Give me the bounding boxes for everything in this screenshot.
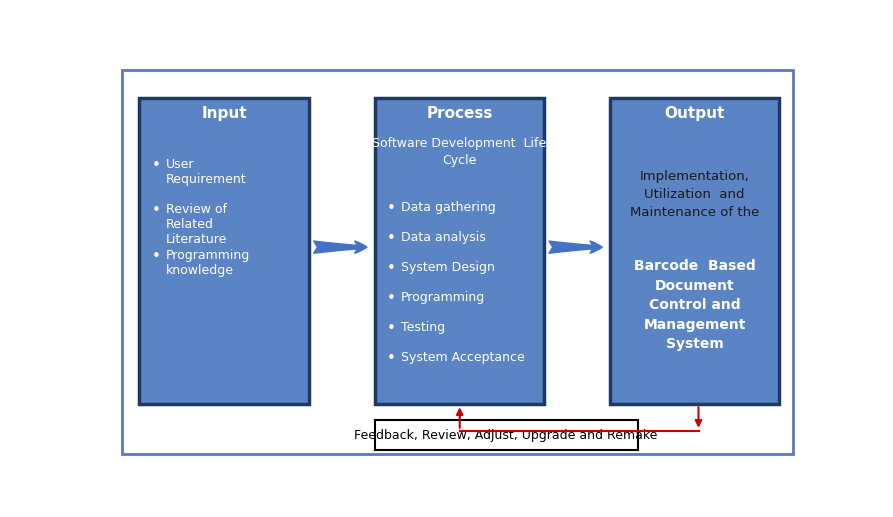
Text: •: • [152, 203, 161, 218]
FancyBboxPatch shape [139, 98, 309, 404]
Text: Barcode  Based
Document
Control and
Management
System: Barcode Based Document Control and Manag… [634, 259, 755, 351]
Text: System Design: System Design [401, 261, 495, 274]
Text: Process: Process [426, 107, 493, 121]
Text: Software Development  Life
Cycle: Software Development Life Cycle [372, 136, 547, 166]
Text: •: • [387, 351, 396, 366]
Text: Programming
knowledge: Programming knowledge [165, 249, 250, 277]
Text: •: • [152, 249, 161, 264]
Text: Review of
Related
Literature: Review of Related Literature [165, 203, 227, 247]
Text: System Acceptance: System Acceptance [401, 351, 525, 363]
Text: Feedback, Review, Adjust, Upgrade and Remake: Feedback, Review, Adjust, Upgrade and Re… [355, 429, 658, 442]
Text: •: • [387, 202, 396, 217]
Text: Output: Output [664, 107, 725, 121]
FancyBboxPatch shape [375, 420, 638, 450]
Text: •: • [387, 231, 396, 246]
FancyBboxPatch shape [122, 70, 793, 454]
Text: Input: Input [201, 107, 246, 121]
FancyBboxPatch shape [610, 98, 780, 404]
Text: Data analysis: Data analysis [401, 231, 486, 244]
Text: •: • [387, 291, 396, 306]
FancyBboxPatch shape [375, 98, 544, 404]
Text: •: • [152, 158, 161, 173]
Text: Programming: Programming [401, 291, 485, 304]
Text: Data gathering: Data gathering [401, 202, 496, 215]
Text: User
Requirement: User Requirement [165, 158, 246, 186]
Text: Testing: Testing [401, 321, 445, 334]
Text: •: • [387, 321, 396, 336]
Text: Implementation,
Utilization  and
Maintenance of the: Implementation, Utilization and Maintena… [630, 170, 759, 219]
Text: •: • [387, 261, 396, 276]
